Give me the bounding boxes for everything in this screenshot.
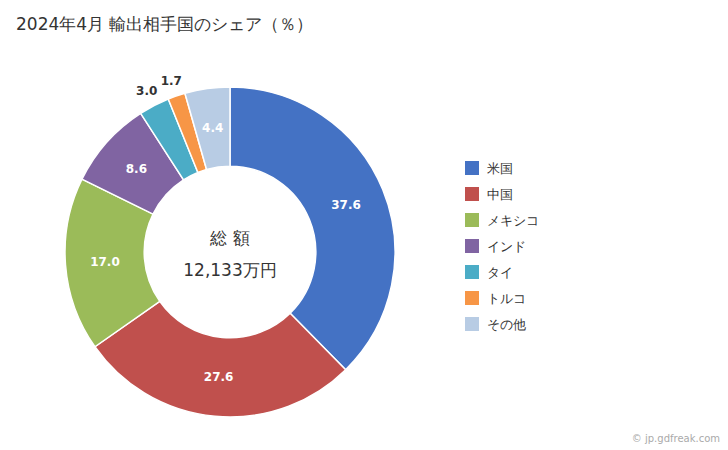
data-label: 3.0 [136,84,157,98]
center-text: 12,133万円 [183,260,276,280]
data-label: 27.6 [204,370,234,384]
legend-item: トルコ [465,291,526,306]
data-label: 4.4 [202,121,223,135]
legend-label: タイ [487,265,513,280]
legend-item: インド [465,239,526,254]
legend-label: トルコ [487,291,526,306]
data-labels: 37.6 27.6 17.0 8.6 3.0 1.7 4.4 [90,74,361,384]
legend-label: インド [487,239,526,254]
slice [230,87,395,370]
legend-item: メキシコ [465,213,539,228]
data-label: 8.6 [126,162,147,176]
pie-group [65,87,395,417]
legend-item: タイ [465,265,513,280]
center-text: 総 額 [209,228,249,248]
title: 2024年4月 輸出相手国のシェア（％） [16,14,313,34]
legend-swatch [465,213,479,227]
watermark: © jp.gdfreak.com [632,433,720,444]
legend-swatch [465,265,479,279]
legend-label: 米国 [487,161,513,176]
legend-item: 米国 [465,161,513,176]
legend-swatch [465,317,479,331]
legend-swatch [465,187,479,201]
legend-swatch [465,291,479,305]
legend-label: メキシコ [487,213,539,228]
legend-item: その他 [465,317,526,332]
legend-swatch [465,161,479,175]
slice [185,87,230,169]
data-label: 1.7 [161,74,182,88]
legend-swatch [465,239,479,253]
data-label: 17.0 [90,255,120,269]
legend-label: 中国 [487,187,513,202]
data-label: 37.6 [331,198,361,212]
legend: 米国中国メキシコインドタイトルコその他 [465,161,539,332]
legend-item: 中国 [465,187,513,202]
chart: 2024年4月 輸出相手国のシェア（％） 37.6 27.6 17.0 8.6 3.0 1.… [0,0,728,450]
legend-label: その他 [487,317,526,332]
